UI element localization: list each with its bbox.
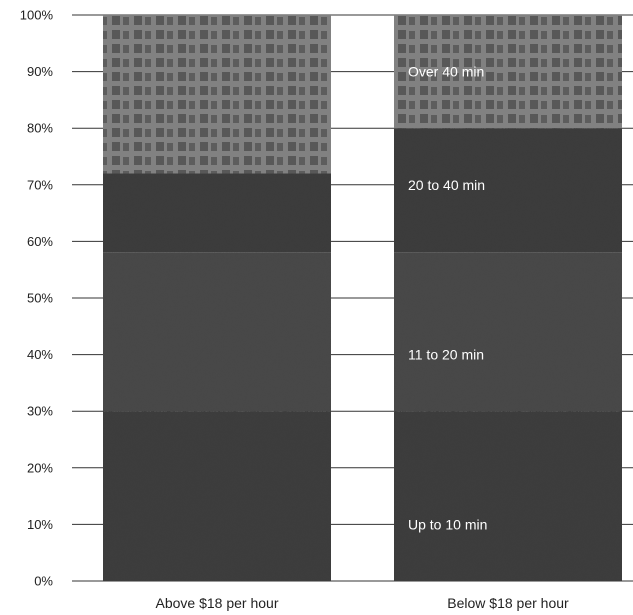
- category-label: Below $18 per hour: [447, 595, 569, 611]
- y-tick-label: 10%: [27, 517, 53, 532]
- bars: [103, 15, 622, 581]
- bar-segment: [394, 252, 622, 412]
- bar-segment-texture: [394, 15, 622, 129]
- y-tick-label: 0%: [34, 574, 53, 589]
- category-label: Above $18 per hour: [156, 595, 279, 611]
- y-tick-label: 30%: [27, 404, 53, 419]
- segment-label: Over 40 min: [408, 64, 484, 80]
- y-tick-label: 40%: [27, 347, 53, 362]
- segment-label: 20 to 40 min: [408, 177, 485, 193]
- y-tick-label: 20%: [27, 460, 53, 475]
- segment-label: 11 to 20 min: [408, 347, 484, 363]
- y-axis-ticks: 0% 10% 20% 30% 40% 50% 60% 70% 80% 90% 100%: [20, 8, 54, 589]
- y-tick-label: 100%: [20, 8, 54, 23]
- segment-labels: Up to 10 min 11 to 20 min 20 to 40 min Over…: [408, 64, 487, 533]
- bar-segment: [103, 411, 331, 581]
- bar-segment: [394, 411, 622, 581]
- y-tick-label: 80%: [27, 121, 53, 136]
- bar-segment: [103, 173, 331, 253]
- bar-segment-texture: [103, 15, 331, 174]
- y-tick-label: 50%: [27, 291, 53, 306]
- bar-segment: [394, 128, 622, 253]
- y-tick-label: 90%: [27, 64, 53, 79]
- y-tick-label: 70%: [27, 177, 53, 192]
- bar-segment: [103, 252, 331, 412]
- segment-label: Up to 10 min: [408, 516, 487, 532]
- x-axis-categories: Above $18 per hour Below $18 per hour: [156, 595, 570, 611]
- y-tick-label: 60%: [27, 234, 53, 249]
